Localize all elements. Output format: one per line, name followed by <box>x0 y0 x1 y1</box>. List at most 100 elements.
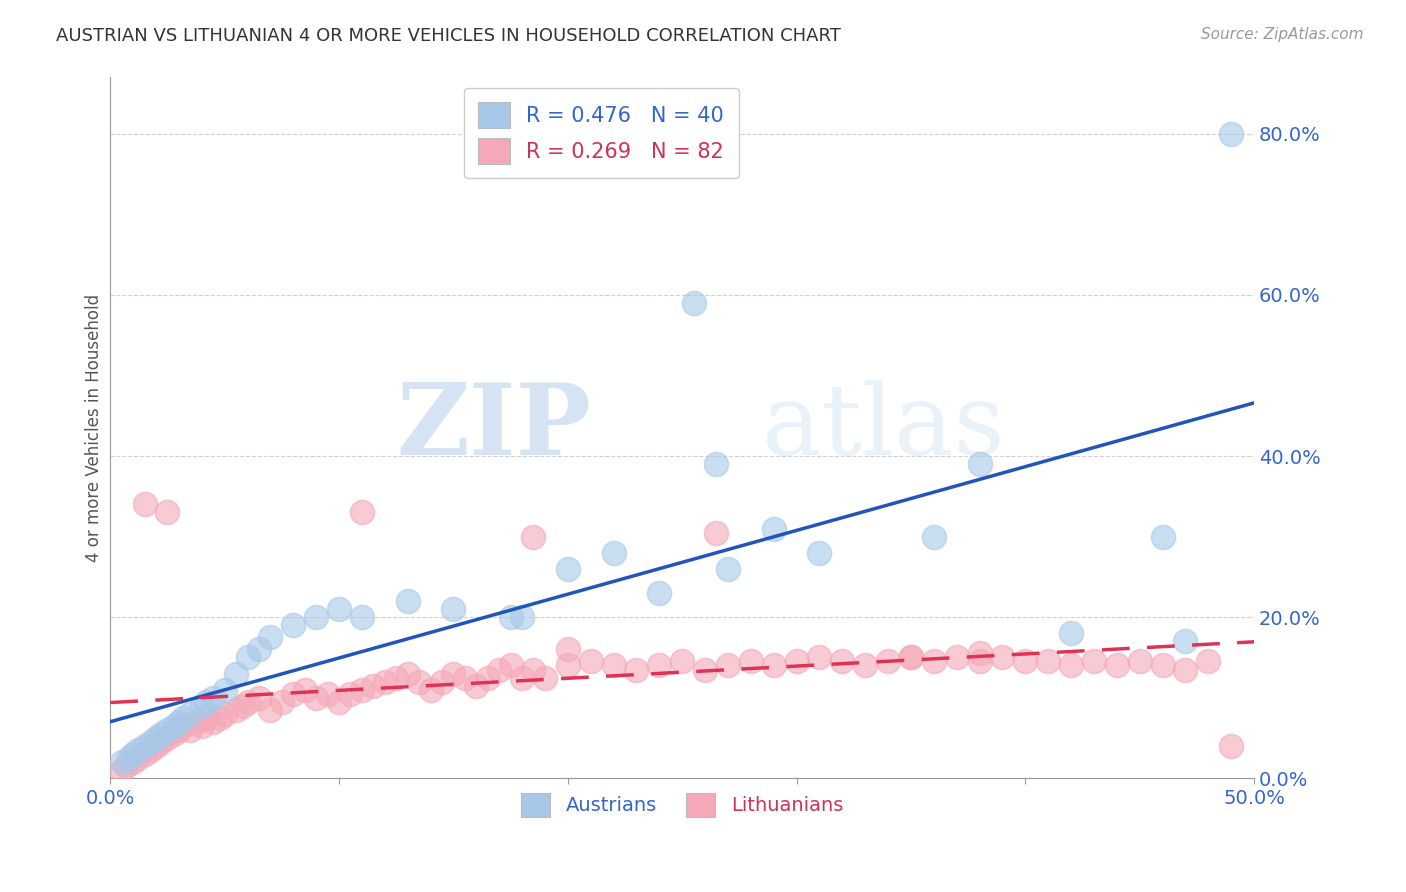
Point <box>557 658 579 673</box>
Point <box>156 723 179 737</box>
Point <box>111 763 134 777</box>
Point <box>740 655 762 669</box>
Point <box>167 723 190 737</box>
Point <box>339 687 361 701</box>
Point <box>149 727 172 741</box>
Point <box>853 658 876 673</box>
Point <box>465 679 488 693</box>
Point <box>141 735 163 749</box>
Point <box>202 690 225 705</box>
Point <box>385 671 408 685</box>
Point <box>706 525 728 540</box>
Point <box>156 731 179 745</box>
Point <box>762 522 785 536</box>
Point <box>225 703 247 717</box>
Point <box>115 759 138 773</box>
Point <box>945 650 967 665</box>
Point <box>156 505 179 519</box>
Point <box>127 743 149 757</box>
Point <box>191 719 214 733</box>
Point <box>1152 530 1174 544</box>
Point <box>209 711 232 725</box>
Point <box>602 546 624 560</box>
Point <box>259 703 281 717</box>
Point <box>350 682 373 697</box>
Point <box>900 650 922 665</box>
Point <box>499 610 522 624</box>
Point <box>441 602 464 616</box>
Point <box>808 546 831 560</box>
Point <box>1060 658 1083 673</box>
Point <box>111 755 134 769</box>
Point <box>396 666 419 681</box>
Point <box>717 658 740 673</box>
Point <box>179 723 201 737</box>
Point <box>374 674 396 689</box>
Point <box>682 296 704 310</box>
Point <box>134 497 156 511</box>
Point <box>117 751 139 765</box>
Point <box>149 735 172 749</box>
Point <box>294 682 316 697</box>
Point <box>557 642 579 657</box>
Point <box>762 658 785 673</box>
Point <box>163 727 186 741</box>
Point <box>195 711 218 725</box>
Point <box>693 663 716 677</box>
Point <box>454 671 477 685</box>
Point <box>922 655 945 669</box>
Point <box>1174 634 1197 648</box>
Point <box>396 594 419 608</box>
Point <box>717 562 740 576</box>
Point <box>350 610 373 624</box>
Point <box>510 671 533 685</box>
Point <box>316 687 339 701</box>
Point <box>706 457 728 471</box>
Point <box>648 586 671 600</box>
Point <box>145 731 167 745</box>
Point <box>186 714 208 729</box>
Legend: Austrians, Lithuanians: Austrians, Lithuanians <box>513 785 851 824</box>
Point <box>969 655 991 669</box>
Point <box>191 698 214 713</box>
Point <box>1014 655 1036 669</box>
Point <box>122 747 145 761</box>
Point <box>305 690 328 705</box>
Point <box>522 530 544 544</box>
Point <box>419 682 441 697</box>
Point <box>247 690 270 705</box>
Point <box>214 682 236 697</box>
Point <box>877 655 900 669</box>
Point <box>969 457 991 471</box>
Point <box>195 695 218 709</box>
Point <box>626 663 648 677</box>
Point <box>172 719 194 733</box>
Point <box>1197 655 1219 669</box>
Text: ZIP: ZIP <box>396 379 591 476</box>
Text: AUSTRIAN VS LITHUANIAN 4 OR MORE VEHICLES IN HOUSEHOLD CORRELATION CHART: AUSTRIAN VS LITHUANIAN 4 OR MORE VEHICLE… <box>56 27 841 45</box>
Point <box>1174 663 1197 677</box>
Point <box>1083 655 1105 669</box>
Point <box>1220 127 1243 141</box>
Text: Source: ZipAtlas.com: Source: ZipAtlas.com <box>1201 27 1364 42</box>
Point <box>283 618 305 632</box>
Point <box>408 674 430 689</box>
Point <box>522 663 544 677</box>
Point <box>1220 739 1243 753</box>
Point <box>1152 658 1174 673</box>
Point <box>991 650 1014 665</box>
Point <box>1129 655 1152 669</box>
Point <box>922 530 945 544</box>
Point <box>225 666 247 681</box>
Point <box>1105 658 1128 673</box>
Point <box>648 658 671 673</box>
Point <box>488 663 510 677</box>
Point <box>163 719 186 733</box>
Point <box>671 655 693 669</box>
Point <box>510 610 533 624</box>
Point <box>232 698 254 713</box>
Point <box>1060 626 1083 640</box>
Point <box>900 650 922 665</box>
Point <box>236 695 259 709</box>
Point <box>202 714 225 729</box>
